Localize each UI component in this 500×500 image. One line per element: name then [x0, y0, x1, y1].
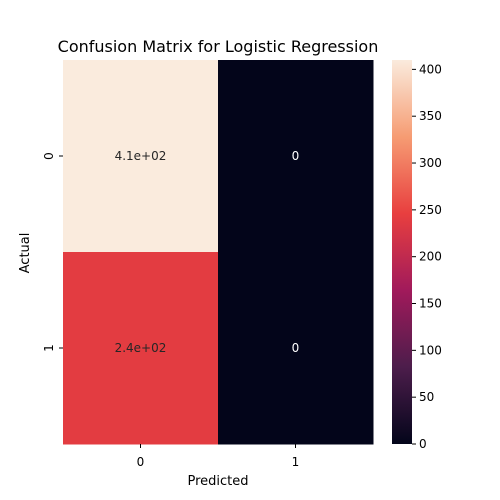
- x-axis-label: Predicted: [187, 474, 248, 489]
- heatmap-cell: [218, 252, 374, 445]
- cell-annotation: 0: [292, 149, 300, 163]
- cell-annotation: 2.4e+02: [115, 341, 167, 355]
- chart-title: Confusion Matrix for Logistic Regression: [58, 37, 379, 56]
- colorbar-tick-label: 400: [419, 62, 442, 76]
- heatmap-cell: [63, 60, 219, 253]
- colorbar-tick-label: 300: [419, 156, 442, 170]
- heatmap-cell: [63, 252, 219, 445]
- x-tick-label: 1: [292, 455, 300, 469]
- colorbar-tick-label: 50: [419, 390, 434, 404]
- heatmap-cell: [218, 60, 374, 253]
- cell-annotation: 0: [292, 341, 300, 355]
- cell-annotation: 4.1e+02: [115, 149, 167, 163]
- colorbar-tick-label: 150: [419, 297, 442, 311]
- y-tick-label: 1: [42, 344, 56, 352]
- y-axis-label: Actual: [18, 233, 33, 274]
- colorbar: [392, 60, 412, 444]
- colorbar-tick-label: 100: [419, 343, 442, 357]
- x-tick-label: 0: [137, 455, 145, 469]
- colorbar-tick-label: 200: [419, 250, 442, 264]
- colorbar-tick-label: 350: [419, 109, 442, 123]
- colorbar-tick-label: 250: [419, 203, 442, 217]
- colorbar-tick-label: 0: [419, 437, 427, 451]
- y-tick-label: 0: [42, 152, 56, 160]
